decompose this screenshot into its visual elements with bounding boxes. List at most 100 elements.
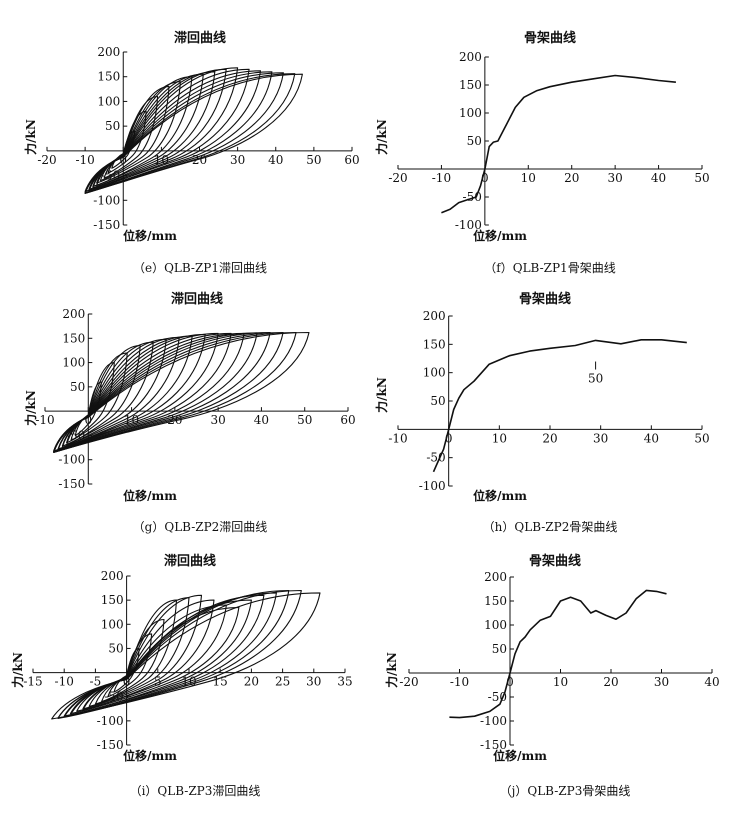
x-tick-label: -15 — [23, 675, 42, 689]
y-tick-label: 150 — [62, 331, 85, 345]
hysteresis-loop — [99, 86, 170, 182]
x-tick-label: -10 — [388, 431, 407, 445]
y-tick-label: -150 — [480, 738, 507, 752]
y-tick-label: -100 — [480, 714, 507, 728]
x-axis-label: 位移/mm — [473, 488, 527, 503]
y-tick-label: 50 — [430, 394, 445, 408]
hysteresis-loop — [57, 589, 302, 719]
x-tick-label: 10 — [553, 675, 568, 689]
x-tick-label: 60 — [340, 413, 355, 427]
y-tick-label: 50 — [467, 134, 482, 148]
x-axis-label: 位移/mm — [123, 748, 177, 763]
x-tick-label: 30 — [654, 675, 669, 689]
y-tick-label: 150 — [459, 78, 482, 92]
hysteresis-loop — [88, 68, 250, 192]
y-tick-label: -150 — [97, 738, 124, 752]
x-tick-label: 20 — [603, 675, 618, 689]
hysteresis-loop — [107, 110, 147, 174]
panel-g: 滞回曲线 -10 0 10 20 30 40 50 60 -150 -100 -50 50 100 150… — [23, 292, 356, 534]
y-tick-label: -150 — [58, 477, 85, 491]
y-tick-label: 50 — [492, 642, 507, 656]
hysteresis-loop — [96, 81, 181, 184]
hysteresis-loop — [74, 381, 102, 436]
hysteresis-loop — [57, 333, 206, 451]
x-tick-label: 0 — [123, 675, 131, 689]
chart-e-svg: -20 -10 0 10 20 30 40 50 60-150-100-505010015020… — [23, 45, 360, 243]
y-tick-label: 200 — [459, 50, 482, 64]
x-tick-label: 0 — [506, 675, 514, 689]
y-tick-label: 150 — [484, 594, 507, 608]
x-tick-label: 30 — [306, 675, 321, 689]
x-tick-label: 40 — [268, 153, 283, 167]
chart-title: 骨架曲线 — [518, 292, 571, 307]
x-axis-label: 位移/mm — [473, 228, 527, 243]
x-tick-label: 40 — [644, 431, 659, 445]
x-axis-label: 位移/mm — [123, 488, 177, 503]
y-axis-label: 力/kN — [384, 652, 399, 688]
y-axis-label: 力/kN — [10, 652, 25, 688]
x-tick-label: 0 — [481, 171, 489, 185]
x-tick-label: -10 — [450, 675, 469, 689]
hysteresis-loop — [66, 352, 128, 444]
chart-caption: （f）QLB-ZP1骨架曲线 — [484, 261, 616, 275]
x-tick-label: 10 — [492, 431, 507, 445]
hysteresis-loop — [84, 73, 303, 194]
y-tick-label: 50 — [108, 641, 123, 655]
chart-f-svg: -20 -10 0 10 20 30 40 50-100-5050100150200位移/mm… — [374, 50, 710, 243]
x-tick-label: 15 — [213, 675, 228, 689]
x-tick-label: 50 — [306, 153, 321, 167]
x-tick-label: 20 — [564, 171, 579, 185]
y-tick-label: 100 — [97, 94, 120, 108]
panel-f: 骨架曲线 -20 -10 0 10 20 30 40 50 -100 -50 50 100 150 200… — [0, 0, 729, 280]
hysteresis-loop — [82, 594, 203, 710]
x-tick-label: 50 — [297, 413, 312, 427]
x-tick-label: 30 — [211, 413, 226, 427]
y-tick-label: 200 — [97, 45, 120, 59]
hysteresis-loop — [82, 599, 215, 711]
y-tick-label: 100 — [423, 366, 446, 380]
hysteresis-loop — [63, 592, 277, 718]
x-tick-label: 30 — [608, 171, 623, 185]
skeleton-line — [441, 74, 676, 214]
x-tick-label: 40 — [254, 413, 269, 427]
chart-title: 骨架曲线 — [528, 554, 581, 569]
chart-caption: （g）QLB-ZP2滞回曲线 — [132, 520, 268, 534]
hysteresis-loop — [92, 71, 216, 189]
y-tick-label: 100 — [459, 106, 482, 120]
y-axis-label: 力/kN — [374, 119, 389, 155]
x-tick-label: -5 — [90, 675, 102, 689]
y-tick-label: 150 — [101, 593, 124, 607]
x-tick-label: 40 — [651, 171, 666, 185]
x-tick-label: -20 — [399, 675, 418, 689]
y-tick-label: 200 — [423, 309, 446, 323]
y-tick-label: 150 — [423, 337, 446, 351]
annotation-label: 50 — [588, 372, 603, 386]
x-tick-label: -20 — [37, 153, 56, 167]
y-tick-label: -100 — [93, 193, 120, 207]
chart-title: 骨架曲线 — [523, 31, 576, 46]
hysteresis-loop — [51, 592, 321, 720]
y-tick-label: -100 — [419, 479, 446, 493]
hysteresis-loop — [96, 76, 193, 187]
x-tick-label: 30 — [230, 153, 245, 167]
chart-title: 滞回曲线 — [163, 554, 216, 569]
x-axis-label: 位移/mm — [123, 228, 177, 243]
x-tick-label: 60 — [344, 153, 359, 167]
hysteresis-loop — [53, 331, 310, 453]
hysteresis-loop — [94, 599, 178, 705]
hysteresis-loop — [66, 345, 141, 446]
x-tick-label: 20 — [542, 431, 557, 445]
chart-caption: （e）QLB-ZP1滞回曲线 — [132, 261, 268, 275]
hysteresis-loop — [88, 597, 190, 707]
skeleton-line — [449, 589, 667, 719]
x-tick-label: 35 — [337, 675, 352, 689]
hysteresis-loop — [76, 604, 227, 712]
chart-caption: （i）QLB-ZP3滞回曲线 — [129, 784, 261, 798]
x-tick-label: -10 — [75, 153, 94, 167]
y-tick-label: 50 — [70, 380, 85, 394]
x-tick-label: 5 — [154, 675, 162, 689]
y-axis-label: 力/kN — [23, 390, 38, 426]
hysteresis-loop — [61, 338, 167, 449]
